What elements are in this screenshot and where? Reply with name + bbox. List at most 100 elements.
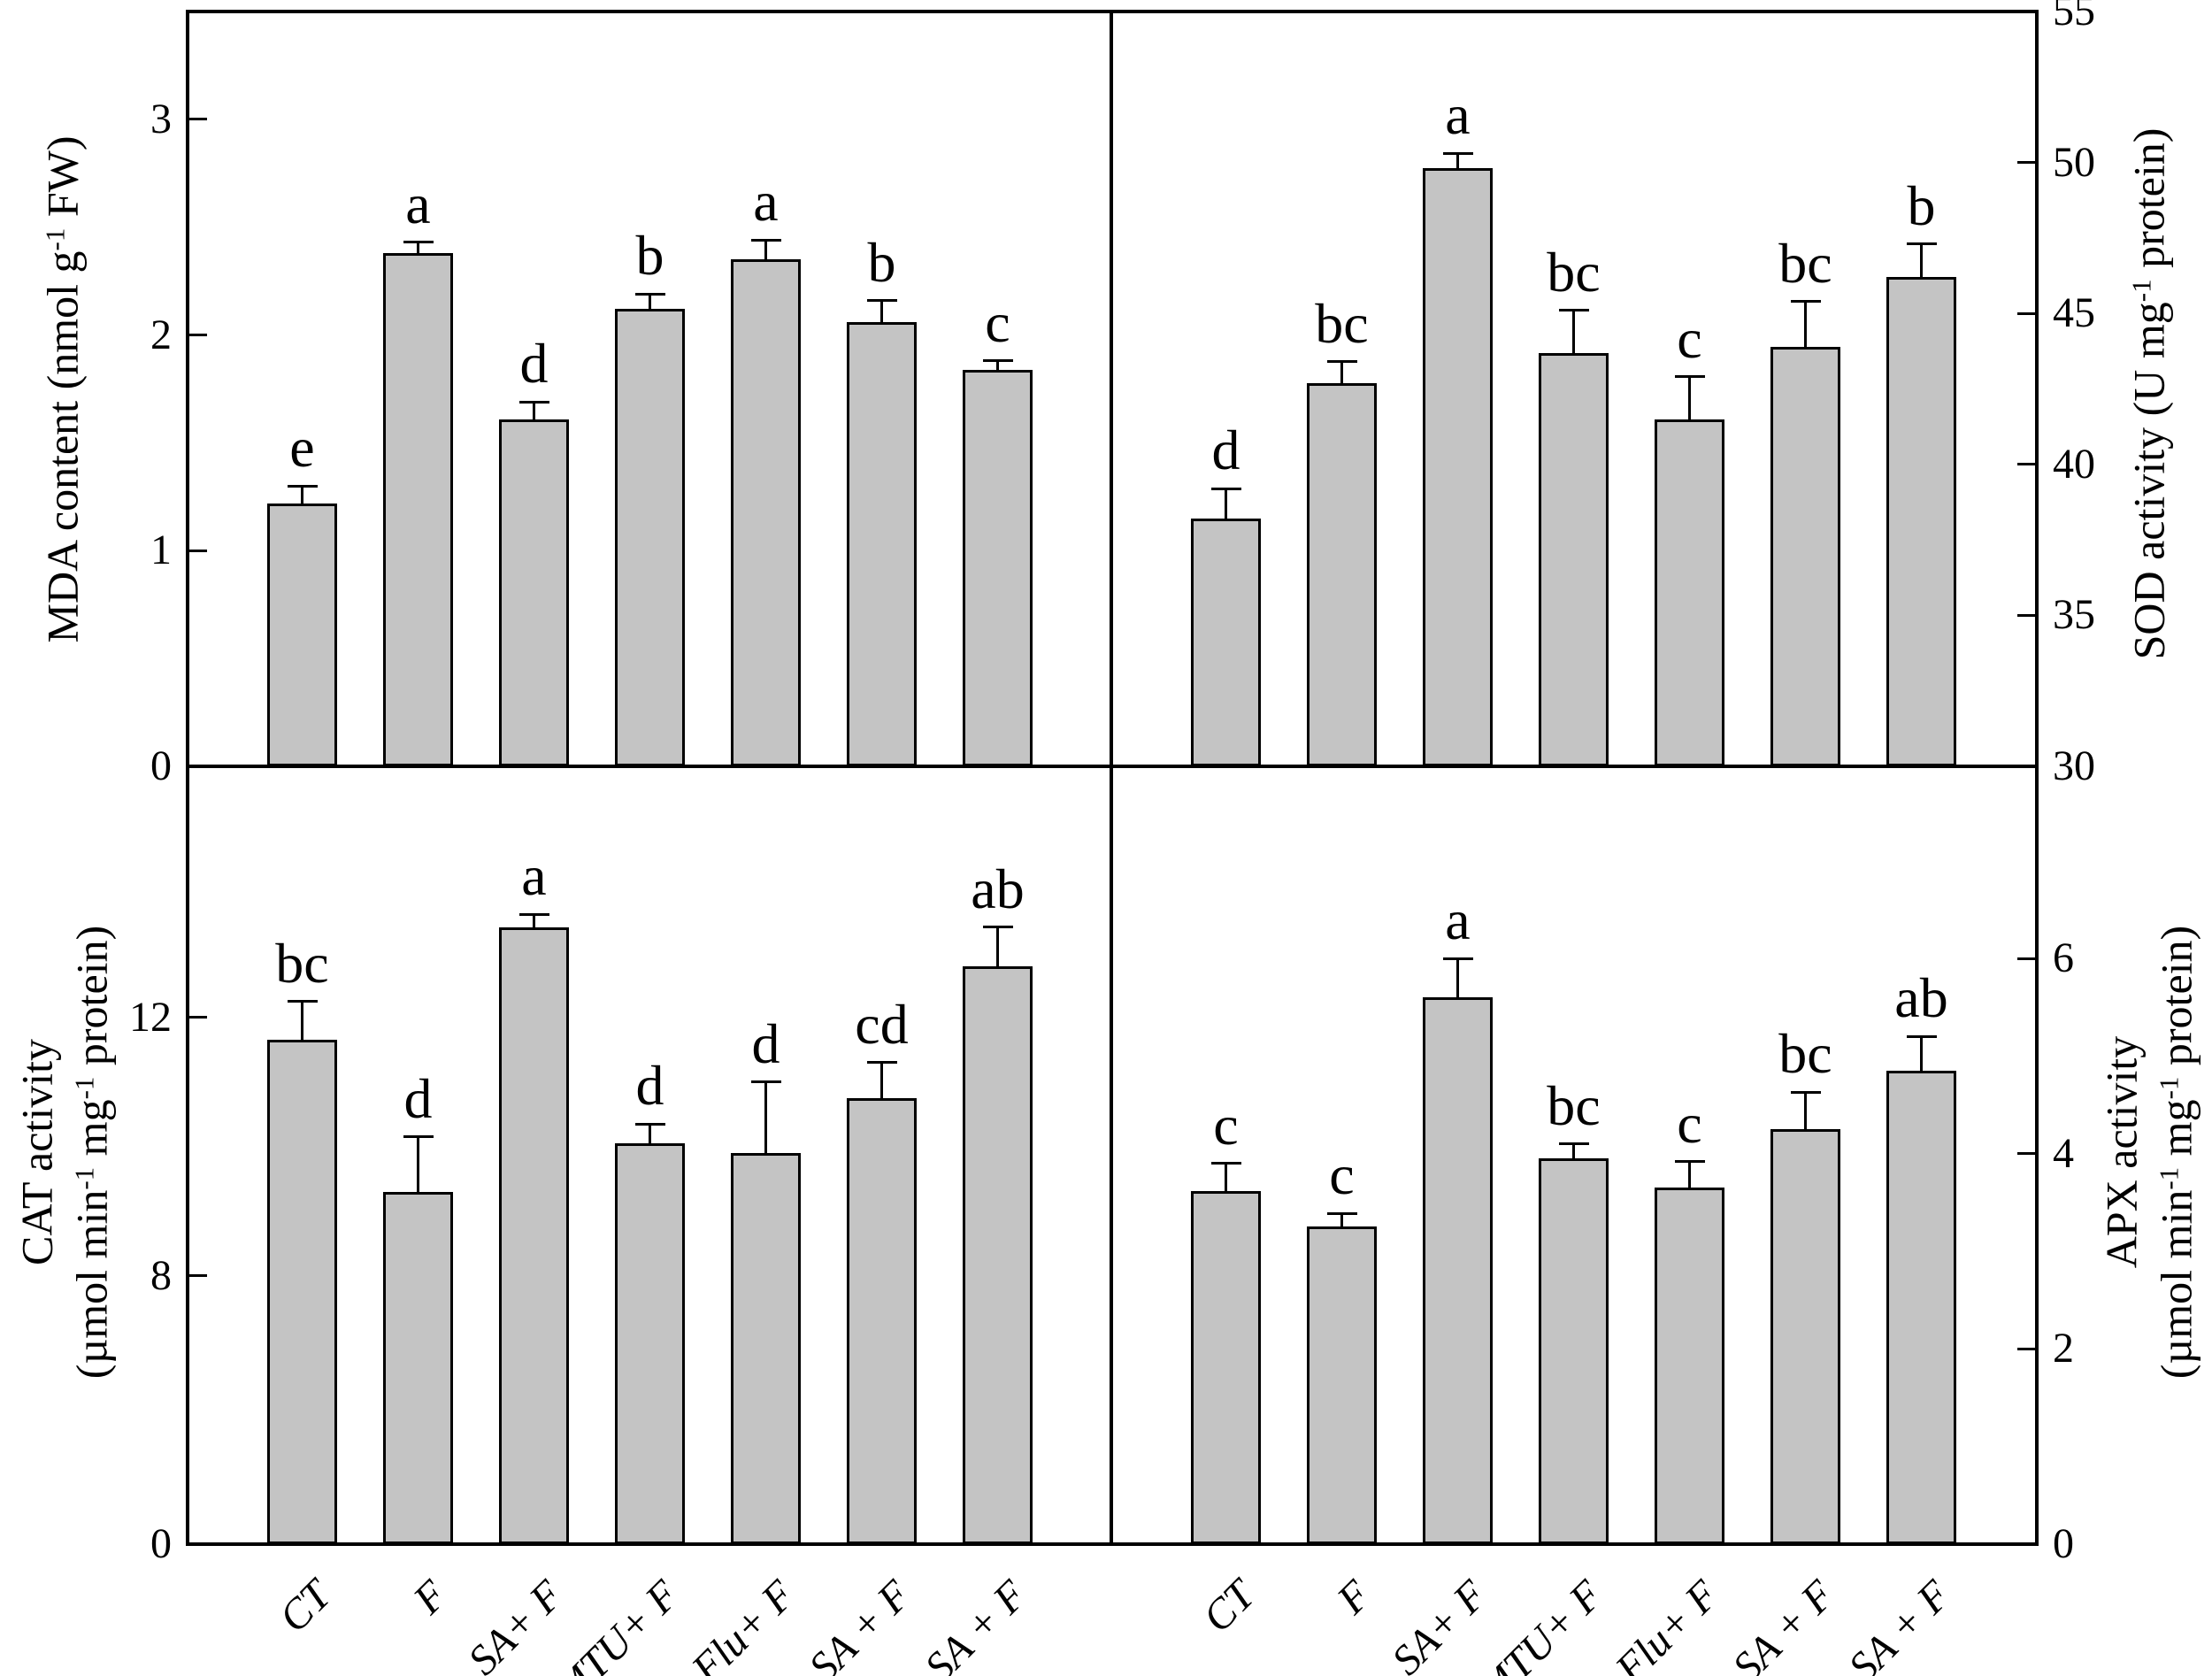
sig-letter-mda-6: b xyxy=(867,230,896,294)
y-tick-label-apx-6: 6 xyxy=(2053,934,2074,982)
error-bar-cap-cat-1 xyxy=(287,1000,318,1003)
y-tick-apx-2 xyxy=(2017,1347,2037,1350)
error-bar-sod-4 xyxy=(1572,310,1575,353)
label-text: (µmol min xyxy=(2151,1189,2201,1380)
superscript: -1 xyxy=(2125,279,2156,303)
sig-letter-sod-4: bc xyxy=(1547,240,1601,304)
bar-sod-6 xyxy=(1770,346,1840,766)
sig-letter-apx-3: a xyxy=(1445,888,1471,952)
y-tick-label-cat-8: 8 xyxy=(150,1251,172,1299)
label-text: FW) xyxy=(37,135,88,228)
sig-letter-cat-5: d xyxy=(751,1011,780,1075)
label-text: (µmol min xyxy=(66,1189,117,1380)
error-bar-cap-apx-4 xyxy=(1558,1142,1589,1146)
y-axis-title-line: (µmol min-1 mg-1 protein) xyxy=(65,926,126,1379)
bar-apx-5 xyxy=(1655,1188,1724,1544)
error-bar-cap-sod-1 xyxy=(1210,487,1241,490)
error-bar-cat-7 xyxy=(996,926,999,966)
superscript: -1 xyxy=(39,227,70,251)
y-tick-label-sod-35: 35 xyxy=(2053,591,2095,639)
error-bar-cap-apx-2 xyxy=(1326,1211,1357,1215)
error-bar-cap-sod-3 xyxy=(1442,151,1473,155)
error-bar-sod-7 xyxy=(1920,243,1923,278)
sig-letter-mda-1: e xyxy=(289,416,315,480)
sig-letter-apx-6: bc xyxy=(1778,1022,1832,1086)
error-bar-mda-6 xyxy=(880,300,883,323)
frame-middle-horizontal xyxy=(188,765,2037,768)
sig-letter-cat-4: d xyxy=(635,1054,664,1118)
bar-sod-5 xyxy=(1655,419,1724,766)
sig-letter-cat-3: a xyxy=(521,844,547,908)
y-tick-label-apx-0: 0 xyxy=(2053,1520,2074,1567)
error-bar-cat-5 xyxy=(764,1081,767,1154)
bar-apx-2 xyxy=(1307,1226,1377,1544)
y-tick-sod-35 xyxy=(2017,613,2037,617)
error-bar-cat-2 xyxy=(417,1136,419,1192)
error-bar-apx-4 xyxy=(1572,1143,1575,1159)
error-bar-cap-mda-2 xyxy=(403,241,434,244)
error-bar-cap-sod-6 xyxy=(1790,300,1821,304)
sig-letter-sod-2: bc xyxy=(1315,291,1369,355)
bar-cat-2 xyxy=(383,1191,453,1544)
sig-letter-cat-6: cd xyxy=(855,992,909,1056)
y-axis-title-cat: CAT activity (µmol min-1 mg-1 protein) xyxy=(10,926,126,1379)
y-axis-title-apx: APX activity (µmol min-1 mg-1 protein) xyxy=(2094,926,2210,1379)
bar-sod-7 xyxy=(1886,277,1956,766)
y-tick-sod-40 xyxy=(2017,463,2037,466)
sig-letter-mda-5: a xyxy=(753,170,779,234)
error-bar-cap-mda-6 xyxy=(866,299,897,303)
error-bar-mda-4 xyxy=(649,294,651,310)
error-bar-cap-apx-3 xyxy=(1442,957,1473,960)
bar-sod-1 xyxy=(1191,519,1261,766)
y-tick-label-cat-0: 0 xyxy=(150,1520,172,1567)
y-tick-label-sod-50: 50 xyxy=(2053,138,2095,186)
bar-cat-4 xyxy=(615,1143,685,1544)
superscript: -1 xyxy=(68,1166,99,1190)
error-bar-cat-4 xyxy=(649,1124,651,1144)
bar-sod-2 xyxy=(1307,382,1377,766)
bar-apx-4 xyxy=(1539,1158,1609,1544)
error-bar-cap-cat-5 xyxy=(750,1080,781,1084)
error-bar-sod-5 xyxy=(1688,376,1691,419)
superscript: -1 xyxy=(2153,1076,2184,1100)
label-text: APX activity xyxy=(2096,1035,2147,1269)
y-axis-title-line: CAT activity xyxy=(10,926,65,1379)
bar-cat-6 xyxy=(847,1098,917,1544)
error-bar-sod-1 xyxy=(1225,488,1227,519)
frame-right xyxy=(2035,10,2039,1546)
x-tick-label-bottom-left-1: CT xyxy=(269,1571,340,1641)
bar-mda-4 xyxy=(615,309,685,766)
label-text: protein) xyxy=(2124,127,2174,280)
y-tick-label-mda-0: 0 xyxy=(150,742,172,789)
y-tick-label-cat-12: 12 xyxy=(129,993,172,1041)
error-bar-apx-3 xyxy=(1456,958,1459,998)
y-axis-title-mda: MDA content (nmol g-1 FW) xyxy=(35,135,96,642)
label-text: CAT activity xyxy=(12,1039,62,1266)
label-text: protein) xyxy=(66,925,117,1077)
y-tick-mda-3 xyxy=(188,118,207,121)
error-bar-cap-mda-4 xyxy=(634,292,665,296)
superscript: -1 xyxy=(68,1076,99,1100)
label-text: MDA content (nmol g xyxy=(37,250,88,643)
bar-mda-6 xyxy=(847,322,917,766)
error-bar-cap-mda-1 xyxy=(287,484,318,488)
frame-middle-vertical xyxy=(1110,12,1113,1544)
error-bar-cap-sod-4 xyxy=(1558,309,1589,312)
sig-letter-cat-7: ab xyxy=(971,857,1025,920)
bar-cat-5 xyxy=(731,1153,801,1544)
sig-letter-mda-3: d xyxy=(519,332,549,396)
label-text: mg xyxy=(2151,1099,2201,1167)
error-bar-mda-7 xyxy=(996,360,999,370)
bar-mda-2 xyxy=(383,253,453,766)
error-bar-sod-6 xyxy=(1804,301,1807,347)
sig-letter-apx-2: c xyxy=(1329,1143,1355,1207)
error-bar-sod-2 xyxy=(1340,361,1343,383)
y-tick-mda-2 xyxy=(188,334,207,337)
y-tick-label-mda-1: 1 xyxy=(150,527,172,574)
error-bar-cap-cat-2 xyxy=(403,1135,434,1139)
error-bar-cap-mda-7 xyxy=(982,359,1013,363)
error-bar-cat-3 xyxy=(533,914,535,927)
y-tick-label-sod-30: 30 xyxy=(2053,742,2095,789)
sig-letter-sod-1: d xyxy=(1211,419,1240,482)
